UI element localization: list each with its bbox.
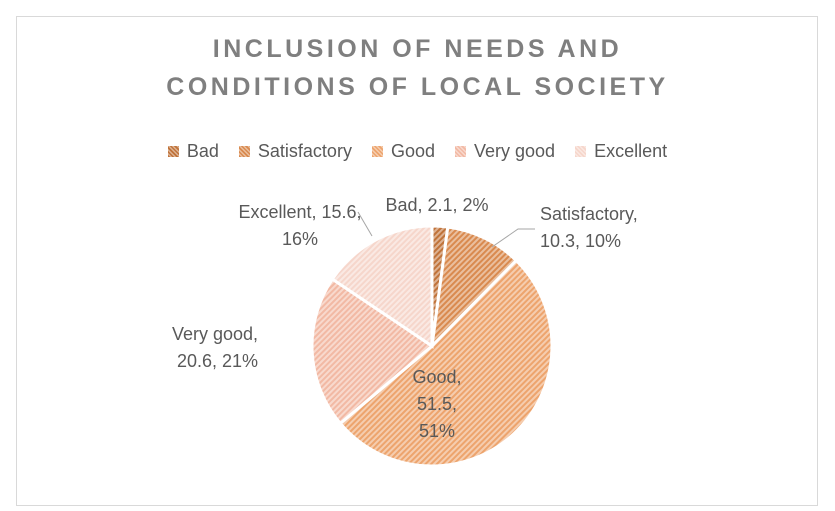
- legend-label-satisfactory: Satisfactory: [257, 141, 352, 161]
- pie-slice-excellent: [330, 224, 434, 349]
- legend-item-good: Good: [371, 141, 435, 162]
- legend-swatch-satisfactory: [238, 146, 250, 157]
- legend-label-bad: Bad: [186, 141, 219, 161]
- legend-swatch-good: [371, 146, 383, 157]
- legend: Bad Satisfactory Good Very good Excellent: [0, 141, 835, 162]
- chart-title-line-1: INCLUSION OF NEEDS AND: [212, 35, 623, 63]
- legend-label-good: Good: [390, 141, 435, 161]
- legend-item-satisfactory: Satisfactory: [238, 141, 352, 162]
- legend-swatch-bad: [167, 146, 179, 157]
- data-label-good: Good, 51.5, 51%: [412, 367, 461, 441]
- pie-slice-good: [338, 258, 554, 468]
- pie-slice-very-good: [310, 276, 435, 426]
- leader-line-satisfactory: [491, 228, 535, 248]
- data-label-excellent: Excellent, 15.6, 16%: [238, 202, 361, 249]
- chart-title-line-2: CONDITIONS OF LOCAL SOCIETY: [166, 73, 669, 101]
- legend-item-bad: Bad: [167, 141, 219, 162]
- chart-title: INCLUSION OF NEEDS AND CONDITIONS OF LOC…: [0, 30, 835, 106]
- data-label-very-good: Very good, 20.6, 21%: [172, 324, 258, 371]
- legend-label-very-good: Very good: [474, 141, 556, 161]
- legend-label-excellent: Excellent: [594, 141, 668, 161]
- legend-swatch-excellent: [575, 146, 587, 157]
- legend-swatch-very-good: [455, 146, 466, 157]
- data-label-satisfactory: Satisfactory, 10.3, 10%: [540, 204, 638, 251]
- legend-item-very-good: Very good: [455, 141, 555, 162]
- legend-item-excellent: Excellent: [575, 141, 667, 162]
- data-label-bad: Bad, 2.1, 2%: [385, 195, 488, 215]
- leader-line-excellent: [357, 211, 373, 237]
